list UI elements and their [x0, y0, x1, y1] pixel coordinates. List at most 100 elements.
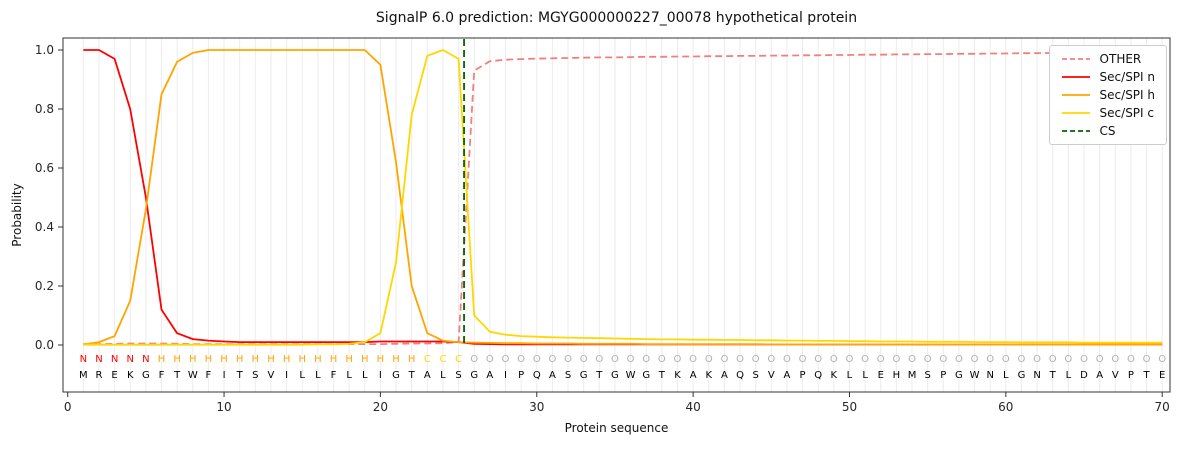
sequence-residue: L — [862, 370, 868, 381]
region-label: H — [345, 354, 353, 365]
region-label: O — [799, 354, 807, 365]
region-label: O — [470, 354, 478, 365]
x-tick-label: 70 — [1155, 400, 1170, 414]
sequence-residue: I — [379, 370, 382, 381]
sequence-residue: G — [392, 370, 400, 381]
region-label: H — [408, 354, 416, 365]
region-label: O — [877, 354, 885, 365]
sequence-residue: T — [658, 370, 666, 381]
region-label: O — [533, 354, 541, 365]
sequence-residue: K — [705, 370, 712, 381]
sequence-residue: E — [1159, 370, 1165, 381]
region-label: O — [502, 354, 510, 365]
sequence-residue: L — [1003, 370, 1009, 381]
sequence-residue: G — [642, 370, 650, 381]
region-label: O — [1111, 354, 1119, 365]
region-label: O — [814, 354, 822, 365]
x-axis-label: Protein sequence — [564, 421, 669, 435]
x-tick-label: 0 — [64, 400, 72, 414]
sequence-residue: Q — [814, 370, 822, 381]
sequence-residue: L — [440, 370, 446, 381]
region-label: N — [126, 354, 133, 365]
series-line-other — [83, 51, 1163, 346]
region-label: O — [595, 354, 603, 365]
region-label: H — [298, 354, 306, 365]
sequence-residue: T — [236, 370, 244, 381]
legend-item-cs: CS — [1061, 125, 1155, 137]
region-label: O — [1002, 354, 1010, 365]
sequence-residue: I — [285, 370, 288, 381]
plot-frame — [62, 37, 1171, 393]
sequence-residue: L — [315, 370, 321, 381]
sequence-residue: I — [223, 370, 226, 381]
y-tick-label: 0.4 — [35, 220, 54, 234]
region-label: O — [689, 354, 697, 365]
region-label: O — [674, 354, 682, 365]
region-label: H — [220, 354, 228, 365]
legend-line-sample-icon — [1061, 130, 1090, 132]
sequence-residue: G — [142, 370, 150, 381]
sequence-residue: D — [1080, 370, 1088, 381]
sequence-residue: P — [940, 370, 946, 381]
legend-label: CS — [1099, 124, 1116, 138]
sequence-residue: T — [1049, 370, 1057, 381]
sequence-residue: E — [111, 370, 117, 381]
sequence-residue: N — [1033, 370, 1040, 381]
sequence-residue: G — [1018, 370, 1026, 381]
y-tick-label: 1.0 — [35, 43, 54, 57]
region-label: H — [205, 354, 213, 365]
sequence-residue: L — [362, 370, 368, 381]
region-label: H — [330, 354, 338, 365]
sequence-residue: K — [831, 370, 838, 381]
legend-label: OTHER — [1099, 52, 1142, 66]
chart-title: SignalP 6.0 prediction: MGYG000000227_00… — [375, 10, 858, 26]
x-tick-label: 60 — [998, 400, 1013, 414]
legend-item-sec-spi-c: Sec/SPI c — [1061, 107, 1155, 119]
region-label: O — [924, 354, 932, 365]
region-label: H — [283, 354, 291, 365]
sequence-residue: G — [470, 370, 478, 381]
region-label: H — [314, 354, 322, 365]
region-label: H — [189, 354, 197, 365]
x-axis-ticks: 0 10 20 30 40 50 60 70 — [64, 392, 1170, 414]
region-label: O — [892, 354, 900, 365]
region-label: O — [1096, 354, 1104, 365]
y-tick-label: 0.8 — [35, 102, 54, 116]
sequence-residue: S — [565, 370, 571, 381]
region-label: O — [1018, 354, 1026, 365]
sequence-residue: T — [1142, 370, 1150, 381]
legend-line-sample-icon — [1061, 94, 1090, 96]
sequence-residue: G — [955, 370, 963, 381]
sequence-residue: V — [768, 370, 775, 381]
region-label: O — [1049, 354, 1057, 365]
region-label: N — [95, 354, 102, 365]
sequence-residue: L — [1066, 370, 1072, 381]
sequence-residue: K — [127, 370, 134, 381]
region-label: H — [361, 354, 369, 365]
region-label: O — [767, 354, 775, 365]
x-tick-label: 10 — [216, 400, 231, 414]
sequence-residue: R — [95, 370, 102, 381]
sequence-residue: P — [1128, 370, 1134, 381]
region-label: H — [252, 354, 260, 365]
region-label: O — [986, 354, 994, 365]
series-line-sec-spi-c — [83, 49, 1163, 346]
sequence-residue: A — [486, 370, 493, 381]
region-label: O — [627, 354, 635, 365]
legend-item-sec-spi-h: Sec/SPI h — [1061, 89, 1155, 101]
region-label: C — [439, 354, 446, 365]
sequence-residue: S — [752, 370, 758, 381]
region-label: O — [752, 354, 760, 365]
sequence-residue: P — [800, 370, 806, 381]
y-axis-ticks: 0.0 0.2 0.4 0.6 0.8 1.0 — [35, 43, 63, 352]
sequence-residue: Q — [533, 370, 541, 381]
region-label: N — [142, 354, 149, 365]
sequence-residue: M — [79, 370, 88, 381]
region-label: H — [173, 354, 181, 365]
region-label: O — [736, 354, 744, 365]
legend-item-sec-spi-n: Sec/SPI n — [1061, 71, 1155, 83]
sequence-residue: N — [986, 370, 993, 381]
